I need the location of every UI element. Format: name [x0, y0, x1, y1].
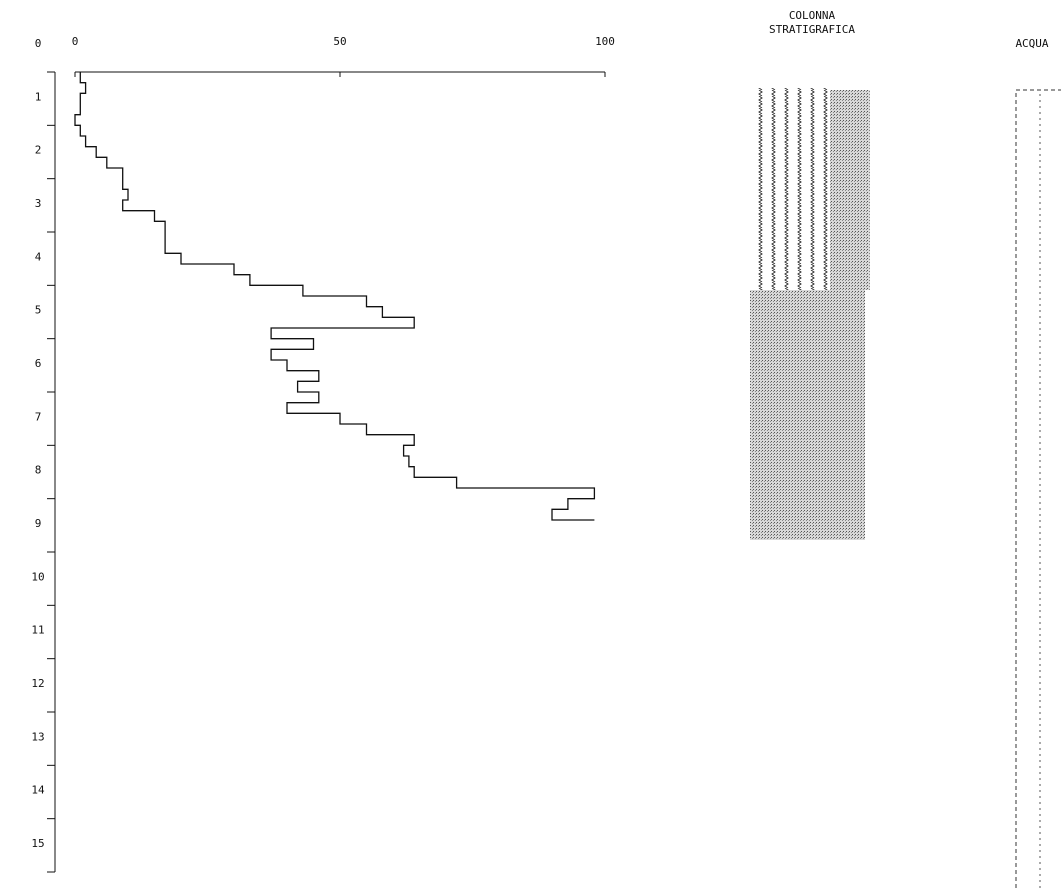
water-column	[1015, 89, 1061, 888]
y-tick-label: 8	[35, 464, 42, 477]
strat-layer	[755, 88, 830, 290]
x-tick-label: 0	[72, 35, 79, 48]
y-tick-label: 0	[35, 37, 42, 50]
y-tick-label: 9	[35, 517, 42, 530]
y-tick-label: 10	[31, 570, 44, 583]
y-tick-label: 2	[35, 144, 42, 157]
y-tick-label: 14	[31, 784, 45, 797]
y-tick-label: 1	[35, 90, 42, 103]
column-title: COLONNA	[789, 9, 836, 22]
column-title: STRATIGRAFICA	[769, 23, 855, 36]
y-tick-label: 3	[35, 197, 42, 210]
y-tick-label: 12	[31, 677, 44, 690]
y-tick-label: 6	[35, 357, 42, 370]
y-tick-label: 4	[35, 250, 42, 263]
y-tick-label: 13	[31, 730, 44, 743]
strat-layer	[830, 90, 870, 290]
x-tick-label: 100	[595, 35, 615, 48]
y-tick-label: 5	[35, 304, 42, 317]
x-tick-label: 50	[333, 35, 346, 48]
y-tick-label: 7	[35, 410, 42, 423]
y-tick-label: 11	[31, 624, 44, 637]
y-tick-label: 15	[31, 837, 44, 850]
strat-layer	[750, 290, 865, 540]
water-title: ACQUA	[1015, 37, 1048, 50]
profile-line	[74, 72, 596, 521]
